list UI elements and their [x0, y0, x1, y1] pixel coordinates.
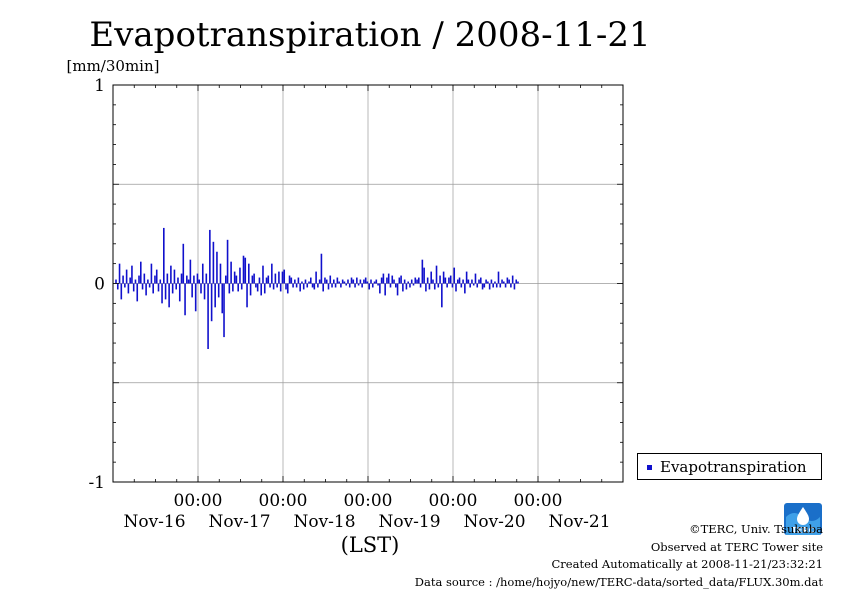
y-axis-unit: [mm/30min]: [67, 57, 160, 75]
x-tick-time-label: 00:00: [259, 491, 308, 511]
legend: Evapotranspiration: [637, 453, 822, 480]
axis-ticks: [112, 84, 624, 483]
y-tick-label: -1: [88, 473, 105, 493]
x-tick-time-label: 00:00: [344, 491, 393, 511]
y-tick-labels: 1 0 -1: [88, 76, 105, 493]
logo-text: TERC: [792, 526, 815, 535]
data-series-evapotranspiration: [115, 227, 519, 350]
credit-created: Created Automatically at 2008-11-21/23:3…: [551, 557, 824, 571]
x-day-label: Nov-16: [123, 512, 185, 532]
terc-logo: TERC: [784, 503, 822, 535]
x-day-label: Nov-19: [378, 512, 440, 532]
credits-block: ©TERC, Univ. Tsukuba Observed at TERC To…: [415, 521, 823, 591]
y-tick-label: 0: [94, 275, 105, 295]
x-tick-time-label: 00:00: [174, 491, 223, 511]
legend-label: Evapotranspiration: [660, 458, 807, 476]
chart-title: Evapotranspiration / 2008-11-21: [89, 15, 650, 55]
legend-swatch: [647, 465, 652, 470]
x-day-label: Nov-18: [293, 512, 355, 532]
x-tick-time-label: 00:00: [429, 491, 478, 511]
x-day-label: Nov-17: [208, 512, 270, 532]
credit-site: Observed at TERC Tower site: [650, 539, 823, 554]
y-tick-label: 1: [94, 76, 105, 96]
x-day-label: Nov-20: [463, 512, 525, 532]
credit-copyright: ©TERC, Univ. Tsukuba: [689, 522, 823, 536]
x-axis-label: (LST): [341, 533, 400, 557]
x-tick-time-label: 00:00: [514, 491, 563, 511]
x-day-label: Nov-21: [548, 512, 610, 532]
credit-source: Data source : /home/hojyo/new/TERC-data/…: [414, 574, 823, 589]
